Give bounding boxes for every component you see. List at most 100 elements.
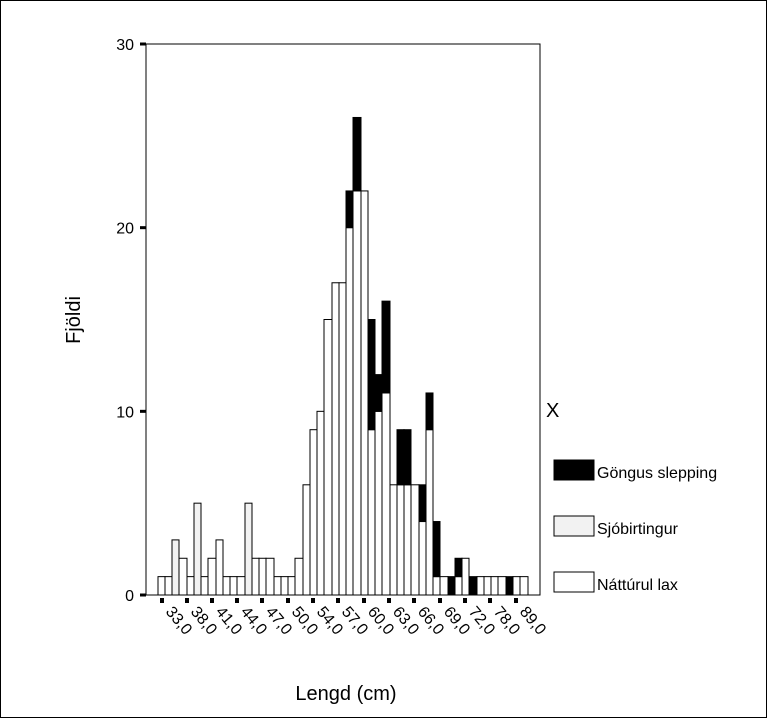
x-tick-label: 38,0 (187, 604, 220, 639)
legend-label: Náttúrul lax (597, 577, 678, 594)
bar (338, 282, 347, 596)
bar-cap (447, 576, 456, 596)
x-tick-label: 47,0 (262, 604, 295, 639)
bar-cap (352, 116, 362, 192)
bar-cap (432, 521, 441, 578)
bar-cap (345, 190, 354, 229)
bar (193, 502, 202, 596)
bar (410, 484, 420, 596)
bar-cap (425, 392, 434, 431)
y-tick-label: 10 (116, 404, 134, 421)
x-axis-label: Lengd (cm) (295, 683, 396, 705)
legend: X Göngus slepping Sjóbirtingur Náttúrul la… (546, 400, 717, 594)
x-tick (185, 598, 189, 603)
bar (432, 576, 441, 596)
bar (403, 484, 412, 596)
bar (345, 227, 354, 596)
x-tick-label: 50,0 (288, 604, 321, 639)
bar (164, 576, 173, 596)
x-tick-label: 69,0 (440, 604, 473, 639)
bar (381, 392, 391, 596)
bar (439, 576, 449, 596)
bar (157, 576, 166, 596)
x-tick (438, 598, 442, 603)
bar (273, 576, 282, 596)
x-tick (210, 598, 214, 603)
bar-cap (367, 319, 376, 431)
x-tick-label: 78,0 (490, 604, 523, 639)
bar (171, 539, 180, 596)
bar (207, 557, 217, 596)
bar (302, 484, 311, 596)
x-tick (488, 598, 492, 603)
bar (352, 190, 362, 596)
bar (200, 576, 209, 596)
bar-cap (468, 576, 478, 596)
bar (490, 576, 499, 596)
bar-cap (381, 300, 391, 394)
bar (389, 484, 398, 596)
bar (244, 502, 253, 596)
legend-swatch (553, 515, 595, 537)
bar (497, 576, 507, 596)
bar (396, 484, 405, 596)
x-tick (260, 598, 264, 603)
y-tick-label: 0 (125, 588, 134, 605)
bar (425, 429, 434, 596)
legend-label: Göngus slepping (597, 465, 717, 482)
bar (454, 576, 463, 596)
x-tick-label: 57,0 (338, 604, 371, 639)
x-tick-label: 66,0 (414, 604, 447, 639)
x-tick (463, 598, 467, 603)
x-tick (336, 598, 340, 603)
legend-swatch (553, 459, 595, 481)
y-tick-label: 30 (116, 37, 134, 54)
legend-title: X (546, 400, 559, 422)
y-axis: 0 10 20 30 (116, 37, 146, 605)
legend-swatch (553, 571, 595, 593)
y-axis-label: Fjöldi (63, 296, 85, 344)
legend-label: Sjóbirtingur (597, 521, 679, 538)
bar (519, 576, 529, 596)
bar-cap (505, 576, 514, 596)
x-tick-label: 63,0 (389, 604, 422, 639)
bar-cap (374, 374, 383, 412)
bar (280, 576, 289, 596)
bar (483, 576, 492, 596)
bar (367, 429, 376, 596)
x-tick-label: 44,0 (237, 604, 270, 639)
bar (251, 557, 260, 596)
x-tick (311, 598, 315, 603)
x-tick (387, 598, 391, 603)
bar (186, 576, 195, 596)
x-axis: 33,038,041,044,047,050,054,057,060,063,0… (160, 598, 549, 639)
bar-cap (454, 557, 463, 578)
x-tick (235, 598, 239, 603)
bar (418, 521, 427, 596)
bar (316, 410, 325, 596)
x-tick-label: 33,0 (162, 604, 195, 639)
x-tick (286, 598, 290, 603)
y-tick-label: 20 (116, 221, 134, 238)
bar (461, 557, 470, 596)
bar (374, 410, 383, 596)
bar (287, 576, 296, 596)
x-tick-label: 72,0 (465, 604, 498, 639)
bar (360, 190, 369, 596)
bar (323, 319, 333, 596)
bars-group (157, 116, 529, 596)
bar-cap (396, 429, 405, 486)
bar (331, 282, 340, 596)
x-tick-label: 54,0 (313, 604, 346, 639)
bar-cap (418, 484, 427, 523)
bar (229, 576, 238, 596)
x-tick (514, 598, 518, 603)
bar-cap (403, 429, 412, 486)
x-tick (160, 598, 164, 603)
bar (215, 539, 224, 596)
bar (222, 576, 231, 596)
x-tick (412, 598, 416, 603)
bar (476, 576, 485, 596)
x-tick-label: 89,0 (516, 604, 549, 639)
